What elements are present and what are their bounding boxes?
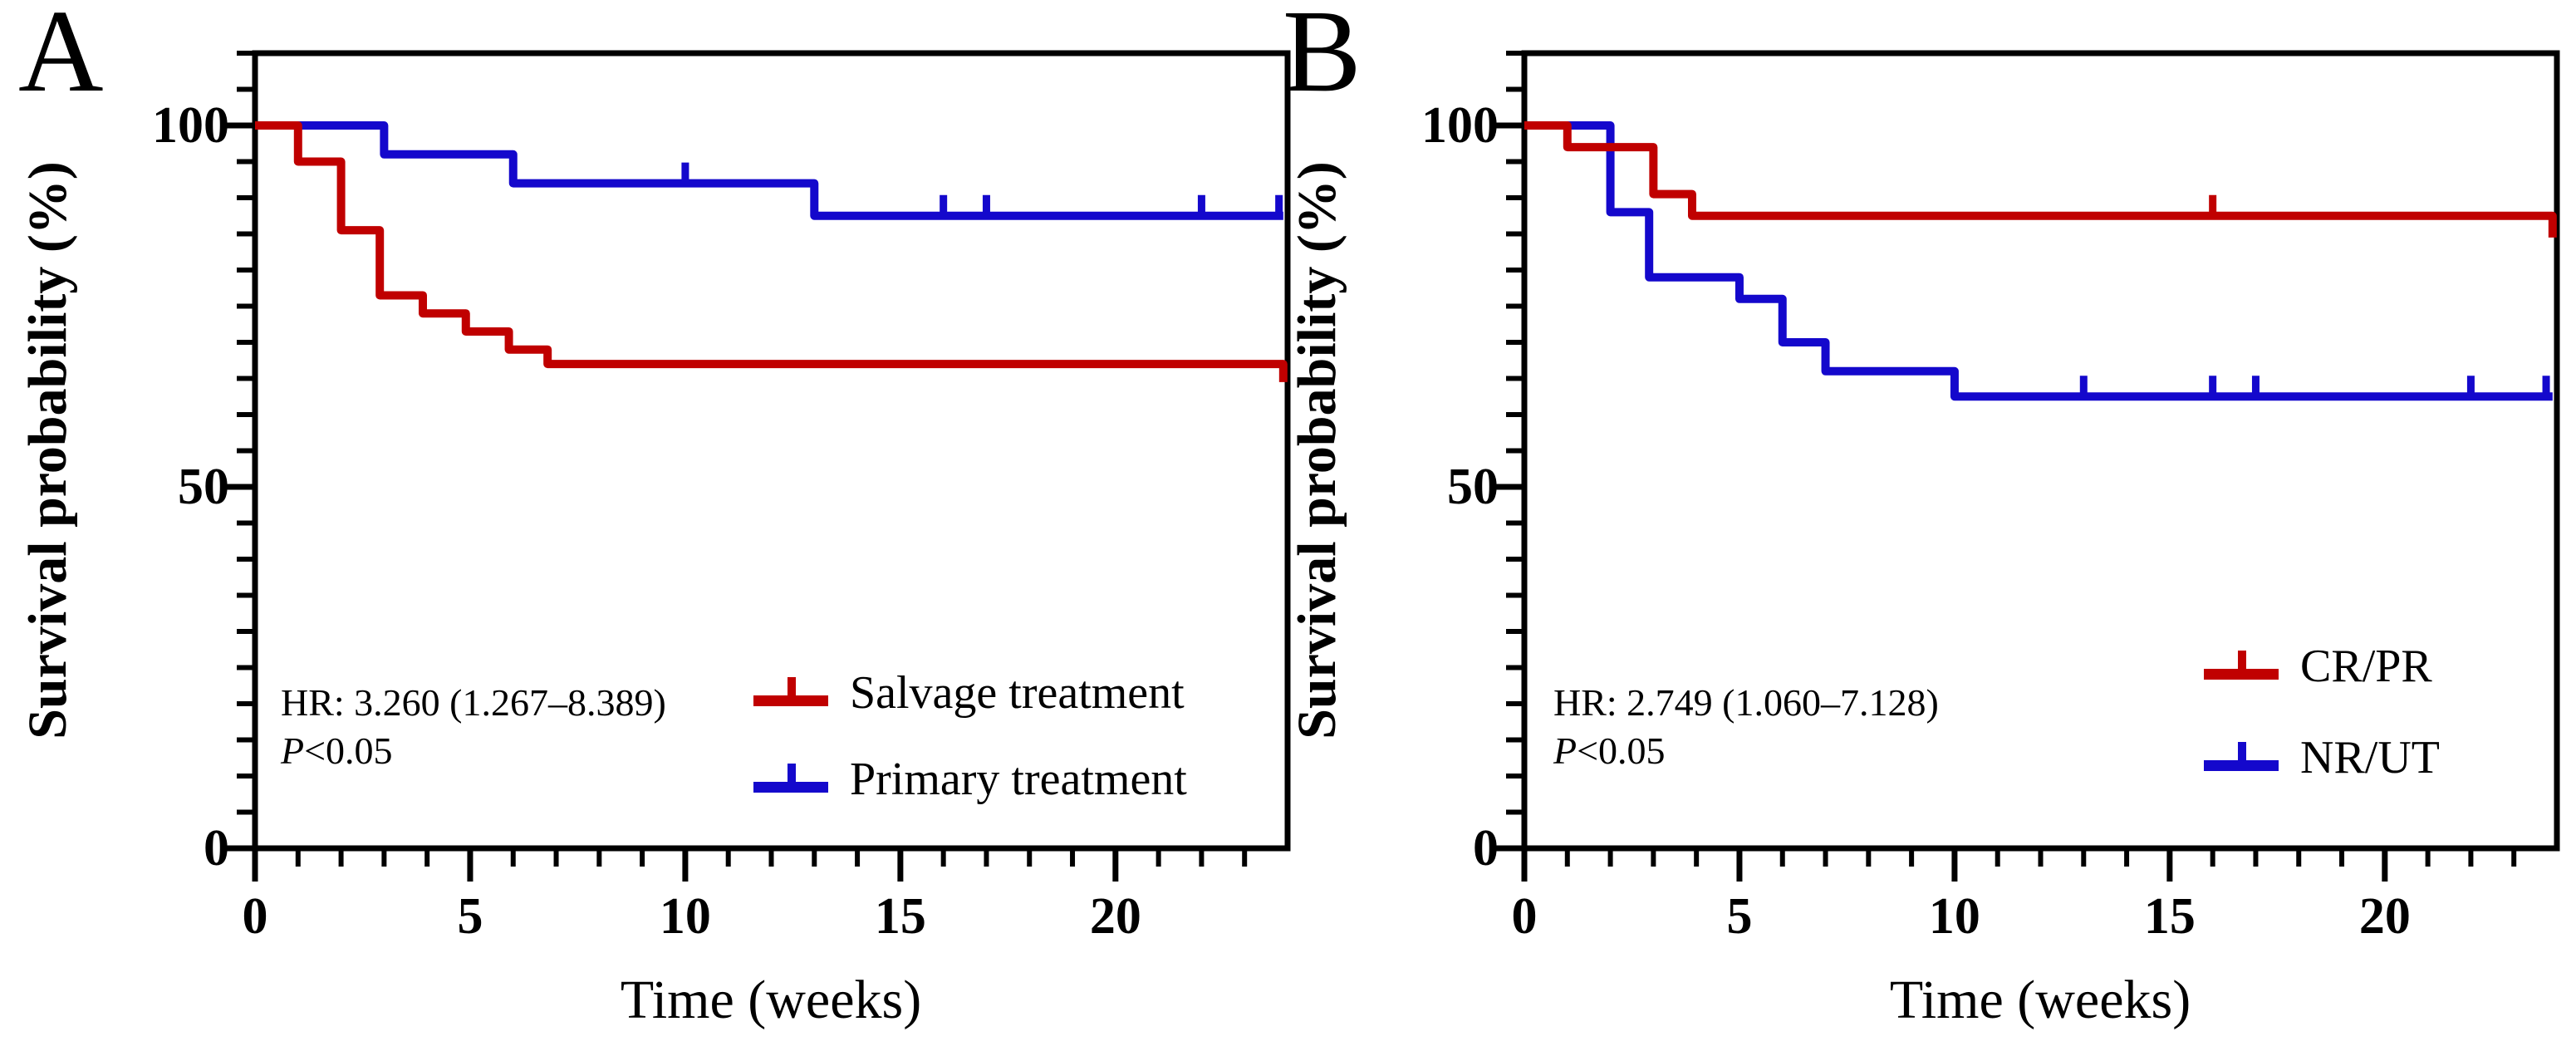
plot-frame-a: [252, 50, 1291, 852]
series-path-primary-treatment: [255, 121, 1283, 220]
series-path-nr-ut: [1524, 121, 2553, 401]
series-path-cr-pr: [1524, 121, 2557, 238]
series-path-salvage-treatment: [255, 121, 1288, 382]
plot-frame-b: [1521, 50, 2560, 852]
